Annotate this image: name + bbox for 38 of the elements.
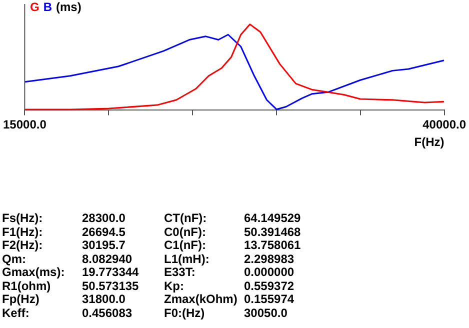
text: C1(nF): bbox=[164, 238, 207, 252]
text: 0.559372 bbox=[244, 278, 296, 293]
text: 26694.5 bbox=[82, 224, 126, 239]
text: F2(Hz): bbox=[2, 238, 44, 252]
text: R1(ohm) bbox=[2, 278, 52, 293]
text: 0.456083 bbox=[82, 306, 134, 320]
x-tick-label: 15000.0 bbox=[2, 118, 47, 132]
text: 31800.0 bbox=[82, 292, 126, 306]
text: 50.573135 bbox=[82, 278, 140, 293]
text: C0(nF): bbox=[164, 224, 207, 239]
text: E33T: bbox=[164, 265, 196, 280]
text: Fs(Hz): bbox=[2, 211, 44, 226]
text: B bbox=[43, 0, 52, 14]
text: Kp: bbox=[164, 278, 185, 293]
text: G bbox=[30, 0, 40, 14]
text: 50.391468 bbox=[244, 224, 302, 239]
text: 30050.0 bbox=[244, 306, 288, 320]
text: Qm: bbox=[2, 252, 27, 266]
text: F0:(Hz) bbox=[164, 306, 206, 320]
text: 19.773344 bbox=[82, 265, 140, 280]
text: Fp(Hz) bbox=[2, 292, 40, 306]
x-tick-label: 40000.0 bbox=[422, 118, 466, 132]
text: L1(mH): bbox=[164, 252, 210, 266]
x-axis-title: F(Hz) bbox=[414, 135, 444, 150]
text: 2.298983 bbox=[244, 252, 296, 266]
y-axis-title: (ms) bbox=[56, 0, 82, 14]
text: CT(nF): bbox=[164, 211, 208, 226]
text: 0.155974 bbox=[244, 292, 296, 306]
text: Gmax(ms): bbox=[2, 265, 66, 280]
text: 30195.7 bbox=[82, 238, 126, 252]
text: 13.758061 bbox=[244, 238, 302, 252]
text: 0.000000 bbox=[244, 265, 296, 280]
text: 28300.0 bbox=[82, 211, 126, 226]
text: Keff: bbox=[2, 306, 30, 320]
text: Zmax(kOhm) bbox=[164, 292, 238, 306]
text: 64.149529 bbox=[244, 211, 302, 226]
text: 8.082940 bbox=[82, 252, 134, 266]
text: F1(Hz): bbox=[2, 224, 44, 239]
